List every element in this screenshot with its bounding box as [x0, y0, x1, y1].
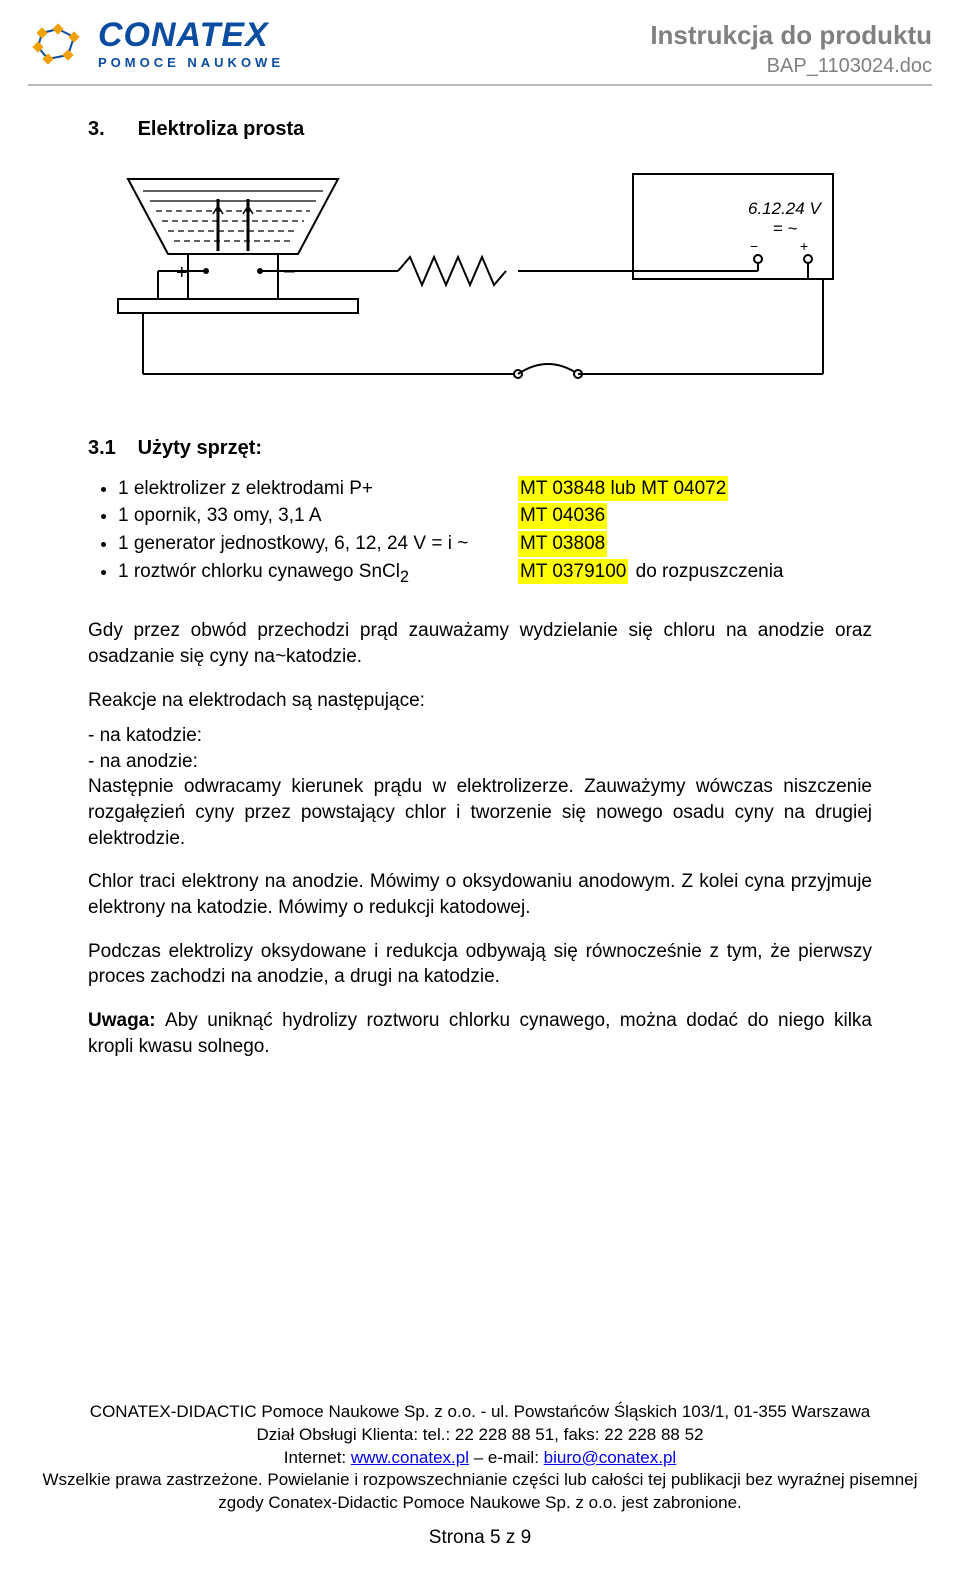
diagram-psu-symbols: = ~ [773, 219, 798, 238]
header-title: Instrukcja do produktu [650, 18, 932, 53]
paragraph: Gdy przez obwód przechodzi prąd zauważam… [88, 618, 872, 669]
list-item: 1 generator jednostkowy, 6, 12, 24 V = i… [118, 531, 872, 557]
page: CONATEX POMOCE NAUKOWE Instrukcja do pro… [0, 0, 960, 1569]
footer-line: Wszelkie prawa zastrzeżone. Powielanie i… [40, 1469, 920, 1515]
section-number: 3. [88, 116, 132, 143]
list-item: 1 opornik, 33 omy, 3,1 A MT 04036 [118, 503, 872, 529]
list-item: 1 elektrolizer z elektrodami P+ MT 03848… [118, 476, 872, 502]
footer-link-website[interactable]: www.conatex.pl [351, 1448, 469, 1467]
diagram-plus-label: + [176, 262, 188, 284]
svg-text:−: − [750, 238, 758, 254]
equip-value: MT 03848 lub MT 04072 [518, 476, 728, 502]
page-number: Strona 5 z 9 [40, 1525, 920, 1551]
paragraph: Uwaga: Aby uniknąć hydrolizy roztworu ch… [88, 1008, 872, 1059]
equip-subscript: 2 [400, 567, 409, 585]
equip-value: MT 03808 [518, 531, 607, 557]
subsection-number: 3.1 [88, 435, 132, 462]
logo-block: CONATEX POMOCE NAUKOWE [28, 18, 284, 72]
equip-label: 1 opornik, 33 omy, 3,1 A [118, 503, 518, 529]
paragraph: Podczas elektrolizy oksydowane i redukcj… [88, 939, 872, 990]
paragraph: - na katodzie: - na anodzie: Następnie o… [88, 723, 872, 851]
footer-line: Internet: www.conatex.pl – e-mail: biuro… [40, 1447, 920, 1470]
line: - na katodzie: [88, 723, 872, 749]
paragraph: Reakcje na elektrodach są następujące: [88, 688, 872, 714]
footer-link-email[interactable]: biuro@conatex.pl [544, 1448, 677, 1467]
diagram-psu-label: 6.12.24 V [748, 199, 822, 218]
logo-name: CONATEX [98, 18, 284, 52]
logo-text: CONATEX POMOCE NAUKOWE [98, 18, 284, 72]
equip-label: 1 generator jednostkowy, 6, 12, 24 V = i… [118, 531, 518, 557]
equip-value: MT 0379100 [518, 559, 628, 585]
svg-text:+: + [800, 238, 808, 254]
body-content: 3. Elektroliza prosta [28, 116, 932, 1059]
line: - na anodzie: [88, 749, 872, 775]
footer-text: Internet: [284, 1448, 351, 1467]
section-title-text: Elektroliza prosta [138, 118, 305, 140]
subsection-title: 3.1 Użyty sprzęt: [88, 435, 872, 462]
paragraph: Chlor traci elektrony na anodzie. Mówimy… [88, 869, 872, 920]
footer-line: CONATEX-DIDACTIC Pomoce Naukowe Sp. z o.… [40, 1401, 920, 1424]
equip-value: MT 04036 [518, 503, 607, 529]
subsection-title-text: Użyty sprzęt: [138, 437, 262, 459]
section-title: 3. Elektroliza prosta [88, 116, 872, 143]
para-rest: Aby uniknąć hydrolizy roztworu chlorku c… [88, 1010, 872, 1057]
header-right: Instrukcja do produktu BAP_1103024.doc [650, 18, 932, 80]
equip-label: 1 elektrolizer z elektrodami P+ [118, 476, 518, 502]
equip-label-text: 1 roztwór chlorku cynawego SnCl [118, 561, 400, 582]
footer-text: – e-mail: [469, 1448, 544, 1467]
bold-label: Uwaga: [88, 1010, 165, 1031]
list-item: 1 roztwór chlorku cynawego SnCl2 MT 0379… [118, 559, 872, 589]
logo-subtitle: POMOCE NAUKOWE [98, 54, 284, 72]
footer-line: Dział Obsługi Klienta: tel.: 22 228 88 5… [40, 1424, 920, 1447]
header-doc-name: BAP_1103024.doc [650, 53, 932, 80]
page-footer: CONATEX-DIDACTIC Pomoce Naukowe Sp. z o.… [0, 1401, 960, 1551]
page-header: CONATEX POMOCE NAUKOWE Instrukcja do pro… [28, 18, 932, 86]
diagram-svg: + − 6.12.24 V [88, 159, 868, 399]
logo-icon [28, 21, 88, 69]
circuit-diagram: + − 6.12.24 V [88, 159, 872, 407]
equipment-list: 1 elektrolizer z elektrodami P+ MT 03848… [88, 476, 872, 589]
line: Następnie odwracamy kierunek prądu w ele… [88, 774, 872, 851]
equip-label: 1 roztwór chlorku cynawego SnCl2 [118, 559, 518, 589]
equip-suffix: do rozpuszczenia [630, 561, 783, 582]
